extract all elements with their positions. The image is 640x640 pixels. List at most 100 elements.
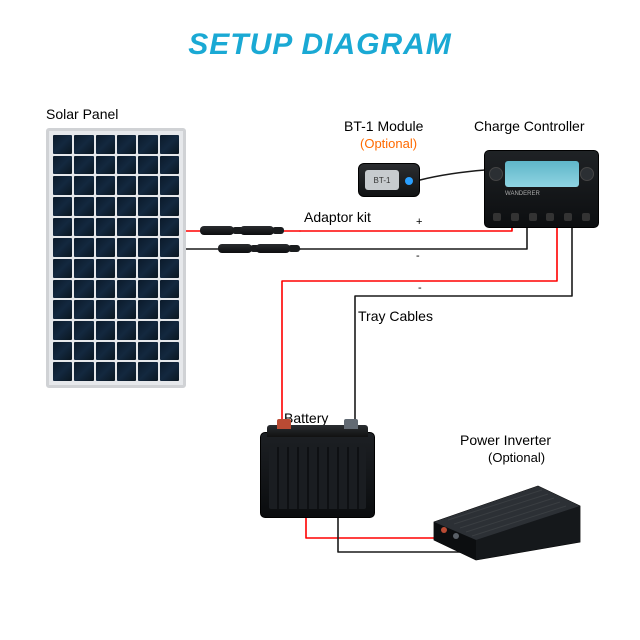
solar-cell bbox=[138, 176, 157, 195]
solar-cell bbox=[96, 362, 115, 381]
solar-cell bbox=[138, 321, 157, 340]
label-bt1-optional: (Optional) bbox=[360, 136, 417, 151]
solar-cell bbox=[138, 342, 157, 361]
solar-cell bbox=[138, 259, 157, 278]
solar-cell bbox=[74, 197, 93, 216]
bt1-led-icon bbox=[405, 177, 413, 185]
solar-cell bbox=[117, 176, 136, 195]
page-title: SETUP DIAGRAM bbox=[0, 28, 640, 62]
label-inverter: Power Inverter bbox=[460, 432, 551, 448]
solar-cell bbox=[160, 300, 179, 319]
solar-cell bbox=[96, 135, 115, 154]
solar-cell bbox=[138, 362, 157, 381]
solar-cell bbox=[53, 135, 72, 154]
solar-cell bbox=[53, 280, 72, 299]
solar-cell bbox=[96, 342, 115, 361]
solar-cell bbox=[117, 218, 136, 237]
solar-cell bbox=[96, 176, 115, 195]
controller-button-left-icon bbox=[489, 167, 503, 181]
solar-cell bbox=[53, 176, 72, 195]
solar-cell bbox=[74, 362, 93, 381]
solar-cell bbox=[53, 197, 72, 216]
bt1-module bbox=[358, 163, 420, 197]
wire-adaptor-pos bbox=[300, 228, 512, 231]
solar-cell bbox=[160, 342, 179, 361]
solar-cell bbox=[53, 218, 72, 237]
solar-cell bbox=[117, 135, 136, 154]
solar-cell bbox=[74, 300, 93, 319]
solar-cell bbox=[160, 362, 179, 381]
solar-cell bbox=[74, 135, 93, 154]
solar-cell bbox=[138, 135, 157, 154]
solar-cell bbox=[117, 197, 136, 216]
mark-minus-adaptor: - bbox=[416, 250, 420, 262]
solar-cell bbox=[138, 300, 157, 319]
solar-cell bbox=[117, 362, 136, 381]
solar-cell bbox=[74, 176, 93, 195]
solar-cell bbox=[160, 176, 179, 195]
solar-cell bbox=[74, 342, 93, 361]
solar-cell bbox=[96, 321, 115, 340]
wire-tray-neg bbox=[355, 228, 572, 420]
solar-cell bbox=[96, 259, 115, 278]
solar-cell bbox=[96, 238, 115, 257]
label-bt1: BT-1 Module bbox=[344, 118, 423, 134]
controller-ports bbox=[493, 213, 590, 223]
mc4-connector bbox=[256, 244, 290, 253]
mc4-connector bbox=[240, 226, 274, 235]
solar-cell bbox=[138, 238, 157, 257]
wire-bt1-to-controller bbox=[420, 170, 485, 180]
solar-cell bbox=[117, 259, 136, 278]
solar-cell bbox=[160, 238, 179, 257]
solar-cell bbox=[138, 156, 157, 175]
solar-cell bbox=[53, 362, 72, 381]
solar-cell bbox=[53, 156, 72, 175]
solar-cell bbox=[74, 259, 93, 278]
solar-cell bbox=[74, 218, 93, 237]
solar-cell bbox=[96, 300, 115, 319]
battery-body bbox=[269, 447, 366, 509]
solar-cell bbox=[138, 197, 157, 216]
controller-brand: WANDERER bbox=[505, 191, 540, 197]
solar-cell bbox=[74, 280, 93, 299]
label-inverter-optional: (Optional) bbox=[488, 450, 545, 465]
solar-cell bbox=[53, 300, 72, 319]
solar-cell bbox=[74, 321, 93, 340]
wire-adaptor-neg bbox=[300, 228, 527, 249]
label-tray-cables: Tray Cables bbox=[358, 308, 433, 324]
solar-cell bbox=[160, 197, 179, 216]
solar-cell bbox=[160, 280, 179, 299]
solar-cell bbox=[96, 156, 115, 175]
mark-minus-tray: - bbox=[418, 282, 422, 294]
label-solar-panel: Solar Panel bbox=[46, 106, 118, 122]
solar-panel bbox=[46, 128, 186, 388]
solar-cell bbox=[53, 321, 72, 340]
solar-cell bbox=[96, 197, 115, 216]
mark-plus-adaptor: + bbox=[416, 216, 422, 228]
solar-cell bbox=[160, 259, 179, 278]
label-charge-controller: Charge Controller bbox=[474, 118, 585, 134]
mc4-connector bbox=[200, 226, 234, 235]
solar-cell bbox=[117, 342, 136, 361]
solar-cell bbox=[117, 156, 136, 175]
solar-cell bbox=[117, 300, 136, 319]
power-inverter bbox=[432, 478, 582, 562]
wire-batt-to-inv-pos bbox=[306, 518, 448, 538]
controller-button-right-icon bbox=[580, 167, 594, 181]
solar-cell bbox=[53, 238, 72, 257]
solar-cell bbox=[160, 218, 179, 237]
solar-cell bbox=[74, 156, 93, 175]
label-adaptor-kit: Adaptor kit bbox=[304, 209, 371, 225]
solar-cell bbox=[96, 218, 115, 237]
solar-cell bbox=[117, 280, 136, 299]
solar-cell bbox=[160, 156, 179, 175]
solar-cell bbox=[53, 342, 72, 361]
solar-cell bbox=[138, 218, 157, 237]
solar-cell bbox=[117, 238, 136, 257]
battery-terminal-neg-icon bbox=[344, 419, 358, 429]
battery-terminal-pos-icon bbox=[277, 419, 291, 429]
solar-cell bbox=[74, 238, 93, 257]
charge-controller: WANDERER bbox=[484, 150, 599, 228]
solar-cell bbox=[53, 259, 72, 278]
mc4-connector bbox=[218, 244, 252, 253]
